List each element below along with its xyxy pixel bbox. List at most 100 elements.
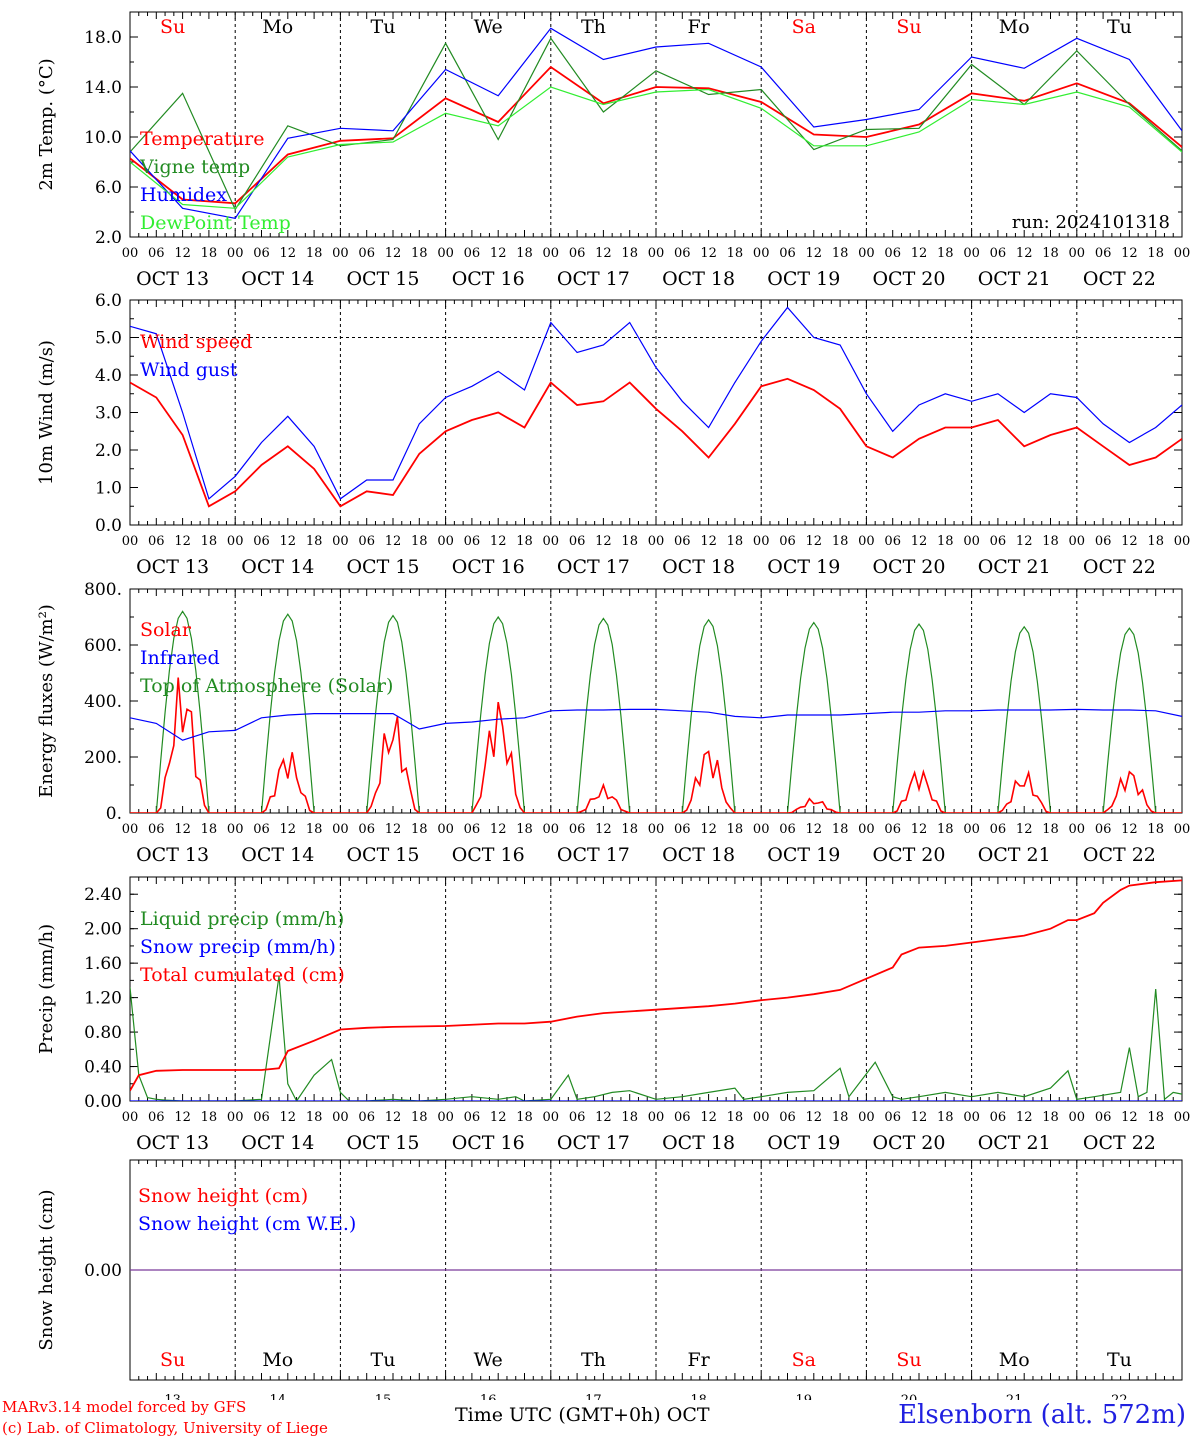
run-annotation: run: 2024101318 — [1012, 212, 1170, 233]
legend-entry: Liquid precip (mm/h) — [140, 908, 344, 930]
hour-tick-label: 18 — [1042, 822, 1059, 837]
day-label: OCT 14 — [241, 844, 314, 866]
day-label: OCT 18 — [662, 268, 735, 290]
hour-tick-label: 18 — [201, 1110, 218, 1125]
day-label: OCT 16 — [452, 1132, 525, 1154]
hour-tick-label: 00 — [858, 822, 875, 837]
day-number-label: 17 — [585, 1393, 602, 1400]
day-label: OCT 22 — [1083, 1132, 1156, 1154]
hour-tick-label: 18 — [1147, 1110, 1164, 1125]
series-line-2 — [130, 27, 1182, 219]
y-axis-label: 10m Wind (m/s) — [36, 340, 57, 485]
hour-tick-label: 00 — [1174, 246, 1191, 261]
weekday-label: Fr — [687, 1349, 710, 1371]
hour-tick-label: 00 — [753, 1110, 770, 1125]
weekday-label: Mo — [999, 1349, 1030, 1371]
hour-tick-label: 12 — [280, 822, 297, 837]
hour-tick-label: 18 — [201, 534, 218, 549]
hour-tick-label: 00 — [437, 246, 454, 261]
hour-tick-label: 18 — [411, 1110, 428, 1125]
day-label: OCT 20 — [872, 268, 945, 290]
y-tick-label: 0. — [106, 804, 122, 824]
legend-entry: Infrared — [140, 647, 220, 669]
hour-tick-label: 00 — [227, 534, 244, 549]
hour-tick-label: 06 — [1095, 246, 1112, 261]
hour-tick-label: 18 — [621, 246, 638, 261]
hour-tick-label: 18 — [1042, 1110, 1059, 1125]
hour-tick-label: 06 — [464, 1110, 481, 1125]
day-label: OCT 22 — [1083, 268, 1156, 290]
hour-tick-label: 12 — [1121, 1110, 1138, 1125]
day-label: OCT 13 — [136, 1132, 209, 1154]
hour-tick-label: 00 — [437, 1110, 454, 1125]
hour-tick-label: 06 — [990, 1110, 1007, 1125]
hour-tick-label: 00 — [543, 822, 560, 837]
hour-tick-label: 06 — [569, 246, 586, 261]
hour-tick-label: 06 — [148, 822, 165, 837]
y-tick-label: 2.0 — [95, 228, 122, 248]
hour-tick-label: 00 — [437, 822, 454, 837]
day-label: OCT 20 — [872, 556, 945, 578]
hour-tick-label: 06 — [1095, 1110, 1112, 1125]
day-label: OCT 19 — [767, 268, 840, 290]
hour-tick-label: 18 — [411, 534, 428, 549]
legend-entry: Total cumulated (cm) — [140, 964, 345, 986]
y-tick-label: 600. — [84, 636, 122, 656]
hour-tick-label: 00 — [332, 1110, 349, 1125]
hour-tick-label: 12 — [174, 246, 191, 261]
hour-tick-label: 12 — [595, 1110, 612, 1125]
day-label: OCT 14 — [241, 268, 314, 290]
panel-2 — [129, 588, 1183, 814]
hour-tick-label: 06 — [1095, 822, 1112, 837]
weekday-label: Fr — [687, 16, 710, 38]
hour-tick-label: 06 — [148, 1110, 165, 1125]
y-tick-label: 2.0 — [95, 441, 122, 461]
hour-tick-label: 18 — [516, 822, 533, 837]
series-line-0 — [130, 976, 1182, 1101]
hour-tick-label: 18 — [832, 534, 849, 549]
legend-entry: Snow precip (mm/h) — [140, 936, 336, 958]
hour-tick-label: 18 — [621, 822, 638, 837]
series-line-1 — [130, 37, 1182, 211]
hour-tick-label: 06 — [674, 1110, 691, 1125]
day-number-label: 22 — [1111, 1393, 1128, 1400]
y-axis-label: Snow height (cm) — [36, 1189, 57, 1350]
hour-tick-label: 18 — [306, 1110, 323, 1125]
hour-tick-label: 00 — [963, 246, 980, 261]
hour-tick-label: 12 — [911, 246, 928, 261]
day-label: OCT 19 — [767, 556, 840, 578]
hour-tick-label: 00 — [858, 1110, 875, 1125]
hour-tick-label: 06 — [464, 822, 481, 837]
hour-tick-label: 06 — [779, 534, 796, 549]
hour-tick-label: 12 — [806, 1110, 823, 1125]
x-axis-label: Time UTC (GMT+0h) OCT — [455, 1404, 710, 1426]
hour-tick-label: 06 — [253, 822, 270, 837]
day-label: OCT 21 — [978, 1132, 1051, 1154]
day-label: OCT 16 — [452, 268, 525, 290]
day-label: OCT 15 — [346, 844, 419, 866]
hour-tick-label: 06 — [779, 1110, 796, 1125]
hour-tick-label: 00 — [753, 534, 770, 549]
credit-line-2: (c) Lab. of Climatology, University of L… — [2, 1419, 328, 1437]
y-tick-label: 18.0 — [84, 28, 122, 48]
hour-tick-label: 00 — [648, 822, 665, 837]
hour-tick-label: 12 — [490, 534, 507, 549]
hour-tick-label: 12 — [595, 534, 612, 549]
hour-tick-label: 06 — [884, 534, 901, 549]
y-tick-label: 14.0 — [84, 78, 122, 98]
hour-tick-label: 12 — [806, 822, 823, 837]
day-label: OCT 14 — [241, 556, 314, 578]
day-label: OCT 18 — [662, 1132, 735, 1154]
weekday-label: Mo — [262, 1349, 293, 1371]
day-label: OCT 16 — [452, 556, 525, 578]
x-axis-month: OCT — [666, 1404, 710, 1426]
series-line-1 — [130, 306, 1182, 500]
day-number-label: 21 — [1006, 1393, 1023, 1400]
hour-tick-label: 18 — [621, 534, 638, 549]
hour-tick-label: 00 — [858, 534, 875, 549]
hour-tick-label: 06 — [884, 1110, 901, 1125]
hour-tick-label: 12 — [174, 1110, 191, 1125]
hour-tick-label: 18 — [516, 1110, 533, 1125]
y-tick-label: 800. — [84, 580, 122, 600]
day-label: OCT 18 — [662, 556, 735, 578]
